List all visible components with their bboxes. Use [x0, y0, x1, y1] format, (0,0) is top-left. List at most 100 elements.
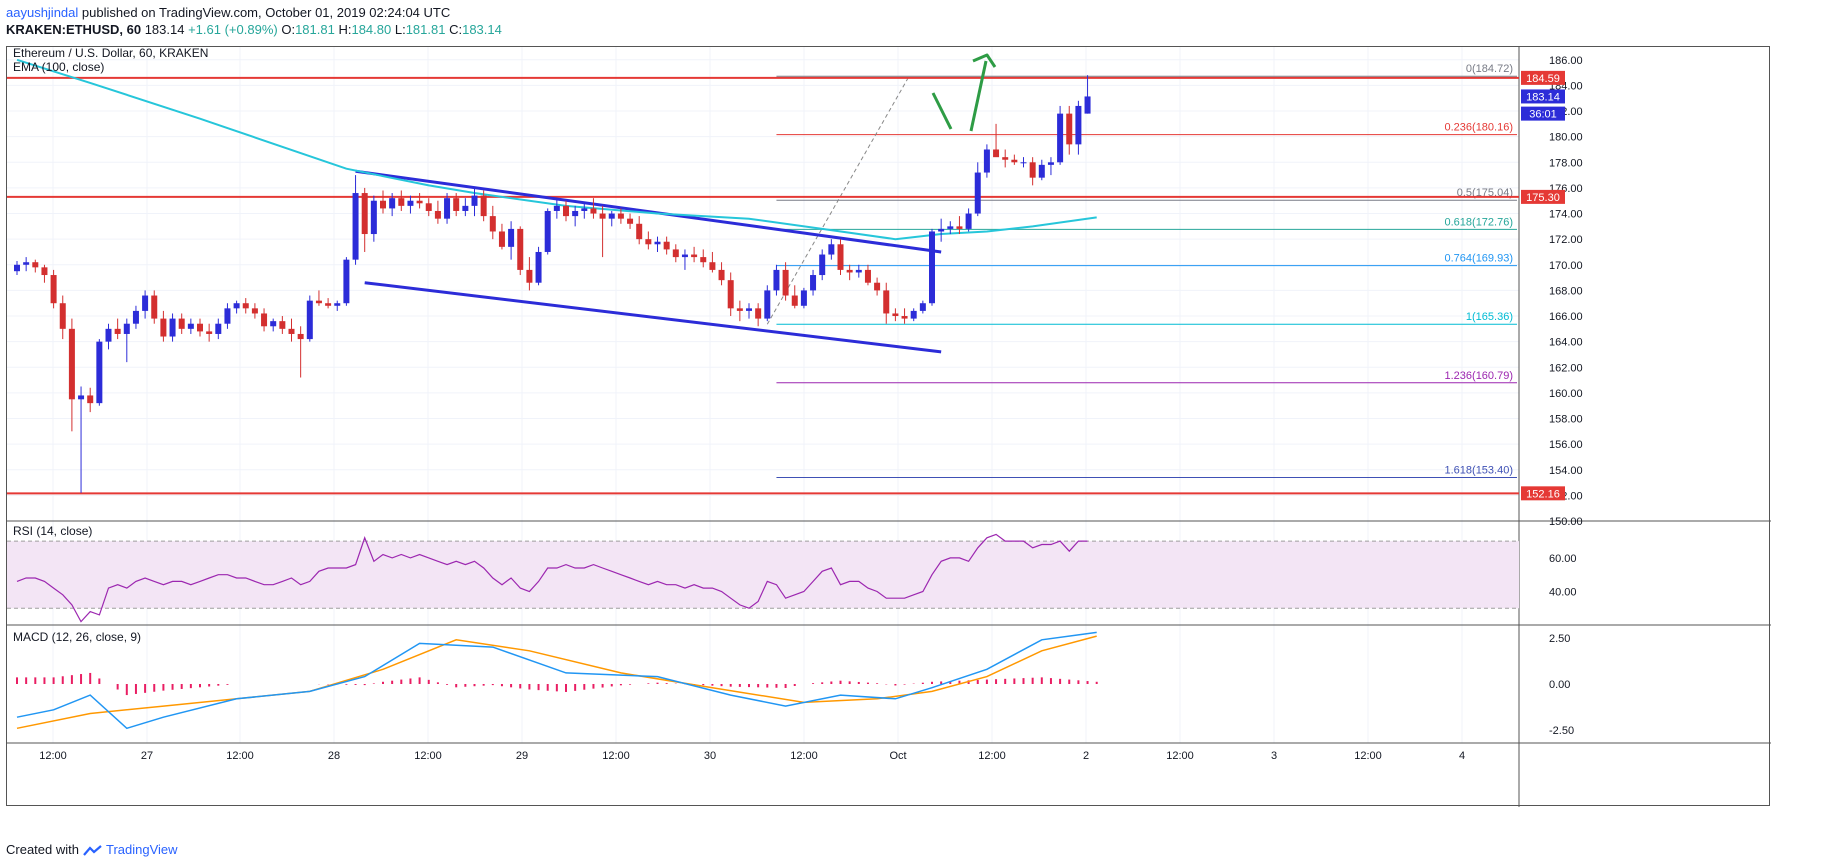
- candle-body: [590, 208, 597, 214]
- arrow-up-leg: [969, 60, 988, 132]
- y-tick-label: 174.00: [1549, 209, 1583, 221]
- macd-tick-label: 0.00: [1549, 679, 1570, 691]
- candles: [14, 75, 1091, 493]
- candle-body: [819, 254, 826, 276]
- candle-body: [398, 198, 405, 206]
- candlestick-chart[interactable]: 186.00184.00182.00180.00178.00176.00174.…: [7, 47, 1771, 807]
- candle-body: [654, 241, 661, 245]
- candle-body: [41, 267, 48, 276]
- candle-body: [691, 254, 698, 258]
- x-tick-label: 27: [141, 750, 153, 762]
- candle-body: [187, 323, 194, 329]
- candle-body: [846, 269, 853, 273]
- candle-body: [462, 205, 469, 211]
- candle-body: [581, 208, 588, 211]
- candle-body: [279, 321, 286, 329]
- candle-body: [416, 200, 423, 204]
- candle-body: [160, 318, 167, 337]
- tradingview-logo-icon: [82, 844, 102, 856]
- fib-level-label: 0.236(180.16): [1445, 122, 1514, 134]
- y-tick-label: 166.00: [1549, 311, 1583, 323]
- price-tag: [1521, 70, 1565, 85]
- candle-body: [526, 269, 533, 283]
- price-tag-label: 184.59: [1526, 73, 1560, 85]
- tradingview-brand[interactable]: TradingView: [106, 842, 178, 857]
- macd-histogram: [16, 672, 1098, 696]
- fib-level-label: 0.618(172.76): [1445, 216, 1514, 228]
- rsi-tick-label: 60.00: [1549, 553, 1577, 565]
- candle-body: [233, 303, 240, 309]
- author-link[interactable]: aayushjindal: [6, 5, 79, 20]
- candle-body: [553, 205, 560, 211]
- candle-body: [425, 203, 432, 211]
- price-tag: [1521, 486, 1565, 501]
- candle-body: [974, 172, 981, 214]
- price-tag: [1521, 106, 1565, 121]
- candle-body: [389, 198, 396, 209]
- candle-body: [352, 193, 359, 260]
- candle-body: [947, 226, 954, 229]
- chart-title: Ethereum / U.S. Dollar, 60, KRAKEN: [13, 47, 208, 60]
- y-tick-label: 172.00: [1549, 234, 1583, 246]
- ema-legend: EMA (100, close): [13, 60, 104, 74]
- chart-frame[interactable]: 186.00 184.00 182.00 180.00 178.00 176.00 174.…: [6, 46, 1771, 807]
- x-tick-label: Oct: [889, 750, 906, 762]
- fib-level-label: 1.618(153.40): [1445, 464, 1514, 476]
- candle-body: [169, 318, 176, 337]
- y-tick-label: 162.00: [1549, 362, 1583, 374]
- projection-arrows: [931, 53, 997, 132]
- candle-body: [444, 198, 451, 219]
- macd-tick-label: 2.50: [1549, 633, 1570, 645]
- candle-body: [224, 308, 231, 324]
- x-tick-label: 30: [704, 750, 716, 762]
- rsi-band: [7, 541, 1519, 609]
- candle-body: [855, 269, 862, 273]
- fib-level-label: 1(165.36): [1466, 311, 1513, 323]
- x-tick-label: 12:00: [39, 750, 67, 762]
- ema-100-line: [16, 58, 1097, 241]
- candle-body: [837, 244, 844, 270]
- rsi-line: [16, 533, 1088, 623]
- candle-body: [755, 308, 762, 319]
- candle-body: [1075, 105, 1082, 145]
- candle-body: [563, 205, 569, 217]
- price-tag-label: 175.30: [1526, 192, 1560, 204]
- candle-body: [764, 290, 771, 319]
- candle-body: [965, 213, 972, 229]
- x-tick-label: 12:00: [226, 750, 254, 762]
- x-tick-label: 3: [1271, 750, 1277, 762]
- candle-body: [251, 308, 258, 314]
- rsi-legend: RSI (14, close): [13, 524, 92, 538]
- y-tick-label: 150.00: [1549, 516, 1583, 528]
- candle-body: [325, 303, 332, 306]
- fib-level-label: 0(184.72): [1466, 63, 1513, 75]
- candle-body: [270, 321, 277, 327]
- fib-level-label: 0.764(169.93): [1445, 253, 1514, 265]
- candle-body: [370, 200, 377, 235]
- candle-body: [1020, 162, 1027, 164]
- price-tag-label: 36:01: [1529, 109, 1557, 121]
- publish-header: aayushjindal published on TradingView.co…: [6, 4, 502, 38]
- candle-body: [919, 303, 926, 311]
- candle-body: [663, 241, 670, 250]
- candle-body: [572, 210, 579, 217]
- y-tick-label: 160.00: [1549, 388, 1583, 400]
- candle-body: [672, 249, 679, 258]
- candle-body: [901, 316, 908, 319]
- candle-body: [1011, 159, 1018, 163]
- x-tick-label: 12:00: [414, 750, 442, 762]
- x-tick-label: 28: [328, 750, 340, 762]
- price-tag: [1521, 89, 1565, 104]
- arrow-head: [972, 53, 997, 68]
- candle-body: [59, 303, 66, 329]
- y-tick-label: 156.00: [1549, 439, 1583, 451]
- low-label: L:: [394, 22, 406, 37]
- candle-body: [380, 200, 386, 209]
- candle-body: [700, 257, 707, 263]
- candle-body: [215, 323, 222, 334]
- candle-body: [617, 213, 624, 219]
- candle-body: [434, 210, 441, 219]
- candle-body: [681, 254, 688, 258]
- candle-body: [517, 228, 524, 270]
- candle-body: [197, 323, 203, 332]
